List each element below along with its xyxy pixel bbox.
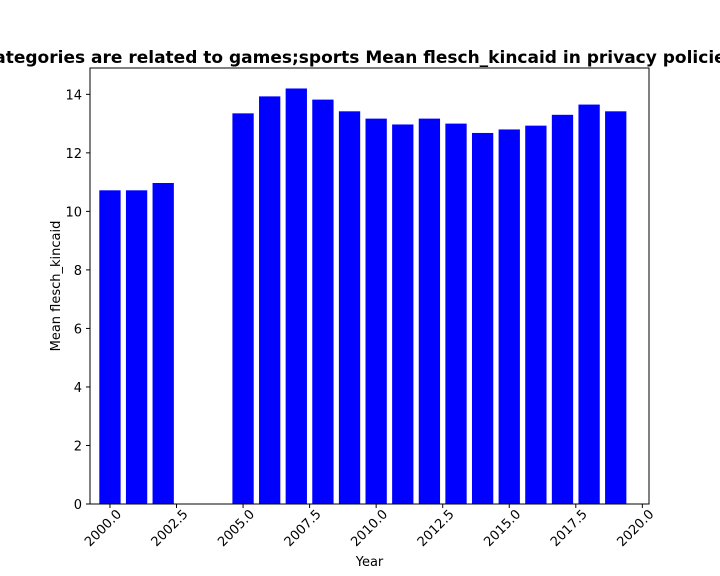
y-tick-label: 14: [65, 88, 82, 103]
y-tick-label: 10: [65, 205, 82, 220]
bar-2006: [259, 96, 281, 504]
bar-2005: [232, 113, 254, 504]
bar-2001: [125, 190, 148, 504]
x-tick-label: 2000.0: [82, 507, 125, 550]
x-tick-label: 2015.0: [481, 507, 524, 550]
y-axis-label: Mean flesch_kincaid: [49, 221, 64, 352]
y-tick-label: 6: [74, 322, 82, 337]
bar-2016: [525, 125, 547, 505]
y-tick-label: 0: [74, 498, 82, 513]
bar-2002: [152, 182, 174, 504]
x-tick-label: 2002.5: [149, 507, 192, 550]
chart-title: categories are related to games;sports M…: [0, 48, 720, 68]
bar-2011: [392, 124, 414, 505]
x-tick-label: 2017.5: [548, 507, 591, 550]
x-tick-label: 2010.0: [348, 507, 391, 550]
x-tick-label: 2007.5: [282, 507, 325, 550]
x-ticks: 2000.0 2002.5 2005.0 2007.5 2010.0 2012.5 2015…: [82, 504, 657, 550]
bar-2010: [365, 118, 387, 505]
bar-2008: [312, 99, 334, 504]
y-tick-label: 4: [74, 381, 82, 396]
y-ticks: 0 2 4 6 8 10 12 14: [65, 88, 90, 513]
bars-group: [99, 88, 627, 505]
bar-2018: [578, 104, 600, 504]
bar-2013: [445, 123, 467, 504]
bar-2012: [418, 118, 441, 505]
bar-2007: [285, 88, 307, 505]
bar-2017: [551, 114, 574, 505]
axes-frame: [89, 67, 650, 505]
bar-2009: [338, 111, 361, 505]
x-tick-label: 2012.5: [415, 507, 458, 550]
bar-2014: [471, 132, 494, 505]
y-tick-label: 12: [65, 147, 82, 162]
x-tick-label: 2005.0: [215, 507, 258, 550]
y-tick-label: 2: [74, 439, 82, 454]
bar-2015: [498, 129, 520, 505]
bar-2000: [99, 190, 121, 504]
bar-2019: [605, 111, 627, 505]
x-axis-label: Year: [355, 555, 384, 570]
y-tick-label: 8: [74, 264, 82, 279]
x-tick-label: 2020.0: [614, 507, 657, 550]
